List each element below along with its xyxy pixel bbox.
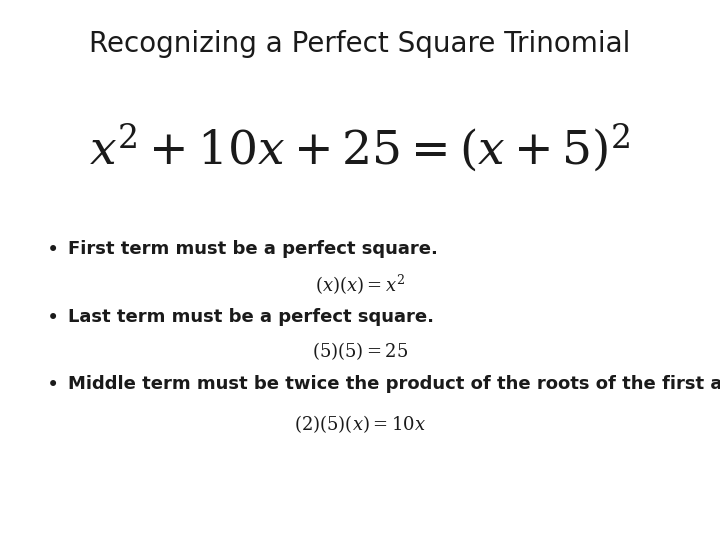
Text: Recognizing a Perfect Square Trinomial: Recognizing a Perfect Square Trinomial <box>89 30 631 58</box>
Text: •: • <box>47 240 59 260</box>
Text: $x^2 +10x+25 = (x+5)^2$: $x^2 +10x+25 = (x+5)^2$ <box>89 122 631 174</box>
Text: $(2)(5)(x) = 10x$: $(2)(5)(x) = 10x$ <box>294 413 426 435</box>
Text: •: • <box>47 308 59 328</box>
Text: $(5)(5) = 25$: $(5)(5) = 25$ <box>312 340 408 362</box>
Text: Last term must be a perfect square.: Last term must be a perfect square. <box>68 308 434 326</box>
Text: Middle term must be twice the product of the roots of the first and last term.: Middle term must be twice the product of… <box>68 375 720 393</box>
Text: •: • <box>47 375 59 395</box>
Text: First term must be a perfect square.: First term must be a perfect square. <box>68 240 438 258</box>
Text: $(x)(x) = x^2$: $(x)(x) = x^2$ <box>315 273 405 297</box>
